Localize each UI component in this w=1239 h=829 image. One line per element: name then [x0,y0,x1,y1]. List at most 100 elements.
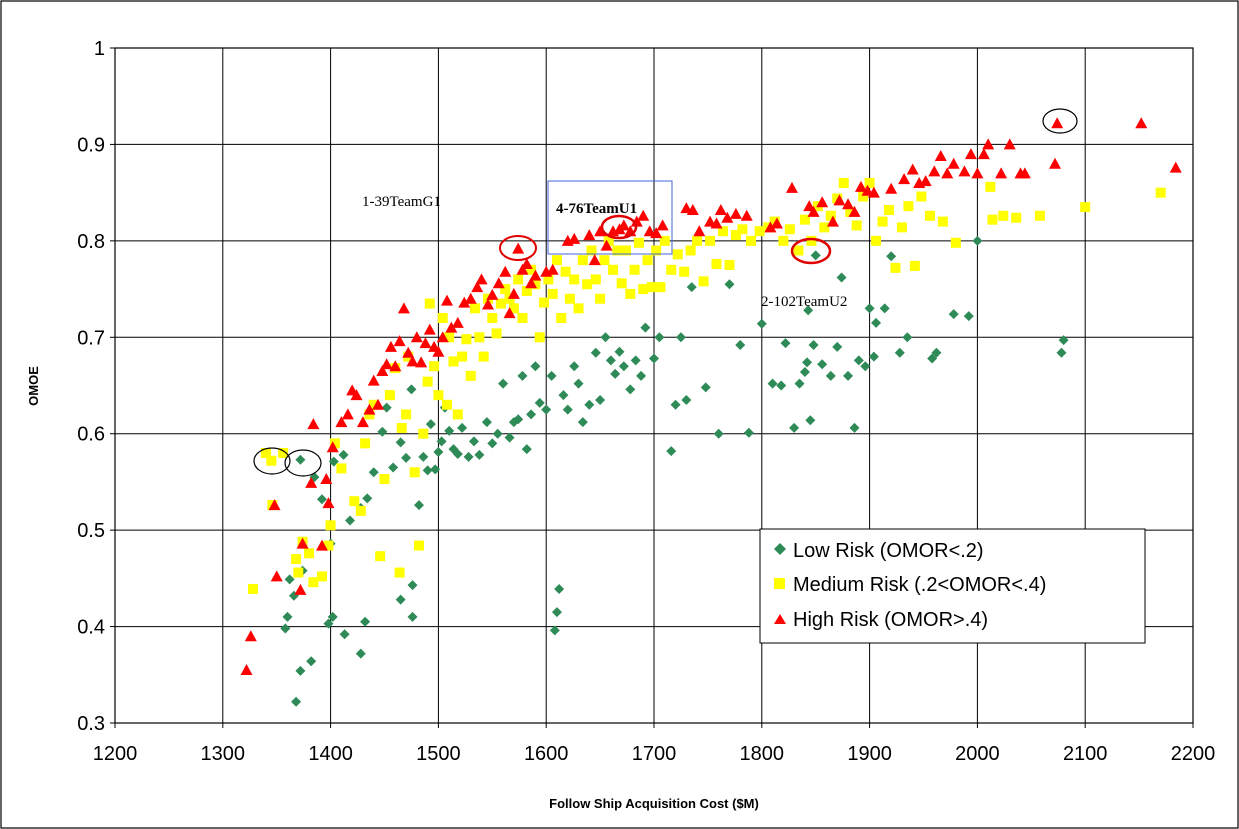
medium-risk-point [778,235,789,246]
data-series [240,117,1182,707]
high-risk-point [419,337,432,349]
low-risk-point [406,384,417,395]
low-risk-point [498,378,509,389]
high-risk-point [406,355,419,367]
low-risk-point [794,378,805,389]
low-risk-point [724,279,735,290]
high-risk-point [499,265,512,277]
medium-risk-point [877,216,888,227]
high-risk-point [977,148,990,160]
high-risk-point [507,287,520,299]
low-risk-point [780,338,791,349]
low-risk-point [425,419,436,430]
medium-risk-point [457,351,468,362]
high-risk-point [529,269,542,281]
medium-risk-point [711,259,722,269]
legend-marker-high-risk [774,614,786,624]
x-tick-label: 1300 [201,743,246,765]
high-risk-point [322,497,335,509]
y-tick-label: 0.5 [77,520,105,542]
x-tick-label: 1500 [416,743,461,765]
y-tick-label: 0.7 [77,327,105,349]
low-risk-point [735,340,746,350]
low-risk-point [554,583,565,594]
medium-risk-point [705,235,716,246]
low-risk-point [388,462,399,473]
medium-risk-point [530,279,541,290]
high-risk-point [826,215,839,227]
high-risk-point [415,356,428,368]
medium-risk-point [323,540,334,551]
medium-risk-point [573,303,584,314]
medium-risk-point [424,298,435,309]
y-tick-label: 0.4 [77,617,105,639]
medium-risk-point [896,222,907,233]
medium-risk-point [851,220,862,231]
medium-risk-point [409,467,420,478]
high-risk-point [520,258,533,269]
medium-risk-point [495,298,506,309]
high-risk-point [729,207,742,219]
medium-risk-point [924,210,935,221]
low-risk-point [849,422,860,433]
medium-risk-point [620,245,631,256]
low-risk-point [430,464,441,475]
low-risk-point [636,370,647,381]
medium-risk-point [890,262,901,273]
low-risk-point [413,500,424,511]
medium-risk-point [444,332,455,343]
medium-risk-point [429,361,440,372]
low-risk-point [546,370,557,381]
high-risk-point [503,307,516,319]
high-risk-point [486,288,499,300]
x-axis-title: Follow Ship Acquisition Cost ($M) [549,796,759,811]
high-risk-point [816,196,829,208]
medium-risk-point [884,205,895,215]
high-risk-point [714,204,727,215]
medium-risk-point [655,282,666,293]
high-risk-point [898,173,911,185]
legend-label-low-risk: Low Risk (OMOR<.2) [793,540,984,562]
low-risk-point [700,382,711,393]
high-risk-point [1051,117,1064,129]
high-risk-point [335,416,348,428]
medium-risk-point [724,259,735,270]
low-risk-point [931,347,942,358]
legend-label-high-risk: High Risk (OMOR>.4) [793,609,988,631]
medium-risk-point [349,496,360,507]
medium-risk-point [1155,187,1166,198]
low-risk-point [927,353,938,364]
x-tick-label: 2200 [1171,743,1216,765]
medium-risk-point [642,255,653,266]
medium-risk-point [608,264,619,275]
medium-risk-point [442,399,453,410]
medium-risk-point [401,409,412,420]
high-risk-point [928,165,941,177]
y-axis-ticks: 0.3 0.4 0.5 0.6 0.7 0.8 0.9 1 [77,38,115,735]
medium-risk-point [336,463,347,474]
medium-risk-point [293,567,304,578]
low-risk-point [836,272,847,283]
low-risk-point [339,629,350,640]
low-risk-point [338,449,349,460]
high-risk-point [367,374,380,386]
medium-risk-point [384,390,395,401]
high-risk-point [384,340,397,352]
highlight-circle-u2 [790,237,832,265]
high-risk-point [770,217,783,229]
low-risk-point [444,425,455,436]
medium-risk-point [730,230,741,241]
medium-risk-point [560,266,571,277]
high-risk-point [861,184,874,196]
medium-risk-point [633,237,644,248]
high-risk-point [1018,167,1031,179]
low-risk-point [681,394,692,405]
high-risk-point [958,165,971,177]
medium-risk-point [556,313,567,323]
low-risk-point [614,346,625,357]
low-risk-point [526,409,537,420]
low-risk-point [802,357,813,368]
low-risk-point [328,456,339,467]
medium-risk-point [717,226,728,237]
medium-risk-point [422,376,433,387]
